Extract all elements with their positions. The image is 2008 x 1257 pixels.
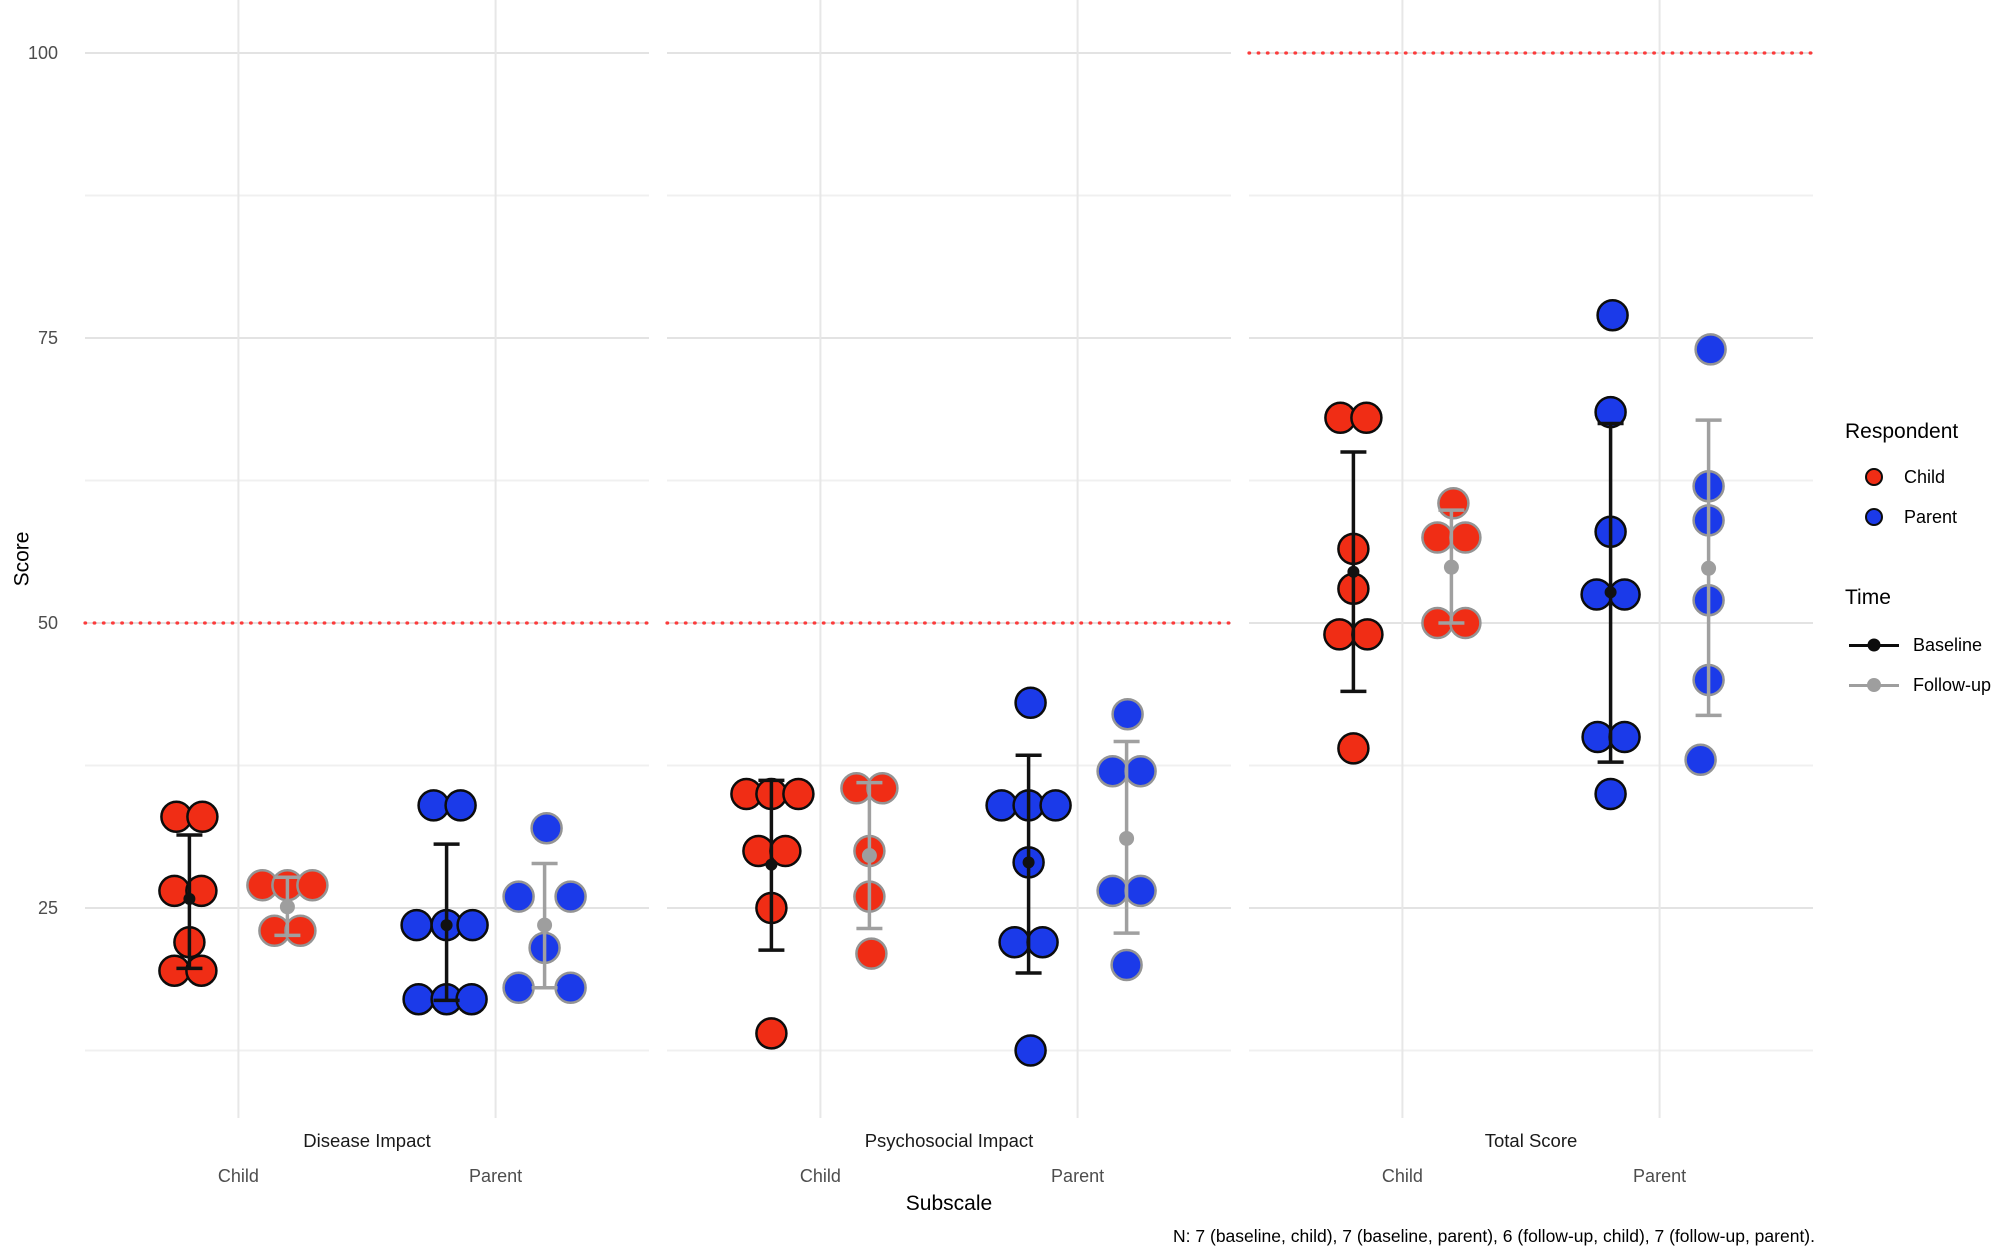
data-point <box>185 954 218 987</box>
data-point <box>1110 948 1143 982</box>
data-point <box>1124 754 1157 788</box>
data-point <box>554 880 587 913</box>
data-point <box>1124 874 1157 908</box>
data-point <box>1684 743 1717 777</box>
data-point <box>1351 618 1384 651</box>
data-point <box>284 914 317 948</box>
legend-item-parent-label: Parent <box>1904 506 1958 527</box>
data-point <box>1337 732 1370 765</box>
child-circle-icon <box>1865 468 1883 486</box>
mean-dot <box>1443 559 1459 575</box>
data-point <box>1323 618 1356 651</box>
data-point <box>1096 874 1129 908</box>
legend-item-baseline: Baseline <box>1845 630 1982 660</box>
y-tick-label: 100 <box>27 43 58 63</box>
y-axis-title: Score <box>10 531 34 587</box>
x-tick-label: Parent <box>1051 1166 1105 1186</box>
legend-item-baseline-label: Baseline <box>1913 634 1983 655</box>
mean-dot <box>861 848 877 864</box>
legend: Respondent Child Parent Time Baseline Fo… <box>1840 0 2008 1257</box>
mean-dot <box>1119 830 1135 846</box>
data-point <box>1694 333 1727 366</box>
sample-size-caption: N: 7 (baseline, child), 7 (baseline, par… <box>1173 1226 1815 1246</box>
data-point <box>985 789 1018 822</box>
mean-dot <box>1701 560 1717 576</box>
legend-item-followup-label: Follow-up <box>1913 674 1992 695</box>
data-point <box>855 937 888 970</box>
data-point <box>866 772 899 805</box>
x-tick-label: Child <box>1381 1166 1423 1186</box>
data-point <box>158 954 191 987</box>
followup-pointrange-icon <box>1849 675 1899 695</box>
legend-respondent-title: Respondent <box>1845 420 1959 443</box>
facet-strip-label: Disease Impact <box>303 1130 431 1151</box>
data-point <box>502 880 535 913</box>
data-point <box>400 908 433 942</box>
data-point <box>456 908 489 942</box>
mean-dot <box>765 858 778 871</box>
legend-item-followup: Follow-up <box>1845 670 1991 700</box>
data-point <box>530 811 563 845</box>
data-point <box>1350 401 1383 435</box>
baseline-pointrange-icon <box>1849 635 1899 655</box>
mean-dot <box>1347 565 1360 578</box>
y-tick-label: 25 <box>37 898 58 918</box>
data-point <box>554 971 587 1005</box>
legend-time-title: Time <box>1845 586 1891 609</box>
data-point <box>1039 789 1072 822</box>
data-point <box>1096 754 1129 788</box>
x-tick-label: Parent <box>469 1166 523 1186</box>
x-tick-label: Child <box>799 1166 841 1186</box>
data-point <box>1421 521 1454 554</box>
mean-dot <box>1022 856 1035 869</box>
facet-strip-label: Psychosocial Impact <box>864 1130 1034 1151</box>
mean-dot <box>537 917 553 933</box>
x-axis-title: Subscale <box>905 1192 993 1215</box>
data-point <box>1014 686 1047 720</box>
data-point <box>455 982 488 1016</box>
data-point <box>444 789 477 822</box>
data-point <box>402 982 435 1016</box>
x-tick-label: Child <box>217 1166 259 1186</box>
data-point <box>1596 298 1629 332</box>
data-point <box>755 1017 788 1050</box>
data-point <box>782 777 815 811</box>
facet-strip-label: Total Score <box>1484 1130 1578 1151</box>
mean-dot <box>440 919 453 932</box>
mean-dot <box>183 892 196 905</box>
parent-circle-icon <box>1865 508 1883 526</box>
data-point <box>1594 777 1627 811</box>
data-point <box>1608 720 1641 754</box>
y-tick-label: 75 <box>37 328 58 348</box>
data-point <box>1581 720 1614 754</box>
legend-item-parent: Parent <box>1845 502 1957 532</box>
mean-dot <box>1604 586 1617 599</box>
mean-dot <box>279 899 295 915</box>
data-point <box>502 971 535 1005</box>
data-point <box>998 925 1031 959</box>
data-point <box>1014 1034 1047 1067</box>
data-point <box>1111 697 1144 731</box>
data-point <box>1437 487 1470 520</box>
legend-item-child-label: Child <box>1904 466 1946 487</box>
data-point <box>296 868 329 902</box>
legend-item-child: Child <box>1845 462 1945 492</box>
data-point <box>186 800 219 834</box>
y-tick-label: 50 <box>37 613 58 633</box>
data-point <box>1449 521 1482 554</box>
data-point <box>1026 925 1059 959</box>
data-point <box>417 789 450 822</box>
x-tick-label: Parent <box>1633 1166 1687 1186</box>
